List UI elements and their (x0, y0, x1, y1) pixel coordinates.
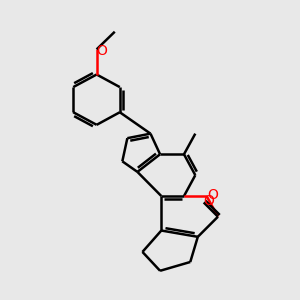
Text: O: O (203, 194, 214, 208)
Text: O: O (208, 188, 218, 202)
Text: O: O (97, 44, 108, 58)
